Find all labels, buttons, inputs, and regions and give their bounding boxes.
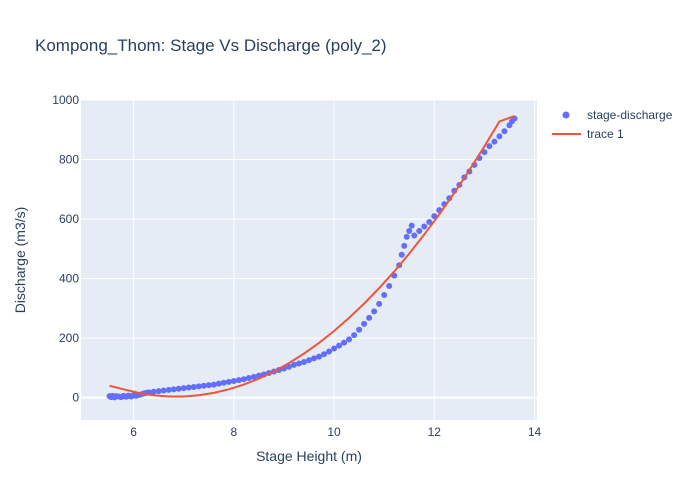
stage-discharge-point[interactable] [421,223,428,230]
stage-discharge-point[interactable] [336,342,343,349]
stage-discharge-point[interactable] [175,385,182,392]
stage-discharge-point[interactable] [351,332,358,339]
stage-discharge-point[interactable] [321,351,328,358]
stage-discharge-point[interactable] [185,384,192,391]
stage-discharge-point[interactable] [356,326,363,333]
legend-item-stage-discharge[interactable]: stage-discharge [562,108,673,122]
stage-discharge-point[interactable] [200,382,207,389]
stage-discharge-point[interactable] [408,222,415,229]
y-axis-title: Discharge (m3/s) [12,207,28,314]
stage-discharge-point[interactable] [386,283,393,290]
y-tick-label: 0 [72,391,79,405]
stage-discharge-point[interactable] [411,232,418,239]
stage-discharge-point[interactable] [361,320,368,327]
stage-discharge-point[interactable] [398,251,405,258]
stage-discharge-point[interactable] [235,377,242,384]
stage-discharge-point[interactable] [195,383,202,390]
y-tick-label: 400 [59,272,79,286]
stage-discharge-point[interactable] [371,308,378,315]
y-tick-label: 800 [59,153,79,167]
stage-discharge-point[interactable] [225,378,232,385]
stage-discharge-point[interactable] [416,227,423,234]
stage-discharge-point[interactable] [316,353,323,360]
y-tick-label: 600 [59,212,79,226]
legend-label-stage-discharge: stage-discharge [587,108,673,122]
stage-discharge-point[interactable] [491,138,498,145]
chart-title: Kompong_Thom: Stage Vs Discharge (poly_2… [35,36,387,55]
stage-discharge-point[interactable] [290,361,297,368]
x-tick-label: 6 [130,425,137,439]
stage-discharge-point[interactable] [230,378,237,385]
series-layer [106,115,518,401]
legend-item-trace-1[interactable]: trace 1 [552,127,624,141]
legend[interactable]: stage-discharge trace 1 [552,108,673,141]
stage-discharge-point[interactable] [331,345,338,352]
x-axis-title: Stage Height (m) [256,448,362,464]
stage-discharge-point[interactable] [341,339,348,346]
stage-discharge-point[interactable] [300,358,307,365]
stage-discharge-point[interactable] [366,314,373,321]
stage-discharge-point[interactable] [486,143,493,150]
stage-discharge-point[interactable] [245,375,252,382]
x-tick-label: 8 [230,425,237,439]
stage-discharge-point[interactable] [150,388,157,395]
stage-discharge-point[interactable] [306,357,312,364]
x-tick-label: 14 [528,425,542,439]
y-tick-label: 200 [59,331,79,345]
stage-discharge-point[interactable] [406,227,413,234]
trace-1-line[interactable] [109,115,515,398]
stage-discharge-point[interactable] [295,360,302,367]
stage-discharge-point[interactable] [401,242,408,249]
stage-discharge-point[interactable] [311,355,318,362]
stage-discharge-point[interactable] [285,363,292,370]
stage-discharge-point[interactable] [180,385,187,392]
stage-discharge-point[interactable] [170,386,177,393]
stage-discharge-point[interactable] [155,388,162,395]
plot-area [81,100,537,420]
stage-discharge-point[interactable] [403,233,410,240]
stage-discharge-point[interactable] [240,376,247,383]
stage-discharge-point[interactable] [346,336,353,343]
stage-discharge-point[interactable] [496,133,503,140]
stage-discharge-point[interactable] [165,386,172,393]
stage-discharge-point[interactable] [220,379,227,386]
grid [81,99,537,420]
stage-discharge-point[interactable] [215,380,222,387]
tick-labels: 6 8 10 12 14 0 200 400 600 800 1000 [52,93,541,439]
legend-label-trace-1: trace 1 [587,127,624,141]
stage-discharge-point[interactable] [426,219,433,226]
stage-discharge-point[interactable] [205,382,212,389]
stage-discharge-point[interactable] [376,300,383,307]
stage-discharge-point[interactable] [381,291,388,298]
stage-discharge-point[interactable] [190,383,197,390]
stage-discharge-point[interactable] [250,373,257,380]
stage-discharge-point[interactable] [501,128,508,135]
stage-discharge-point[interactable] [160,387,167,394]
stage-discharge-point[interactable] [326,348,333,355]
legend-marker-stage-discharge [562,111,570,119]
stage-discharge-point[interactable] [210,381,217,388]
x-tick-label: 12 [428,425,442,439]
y-tick-label: 1000 [52,93,79,107]
x-tick-label: 10 [327,425,341,439]
